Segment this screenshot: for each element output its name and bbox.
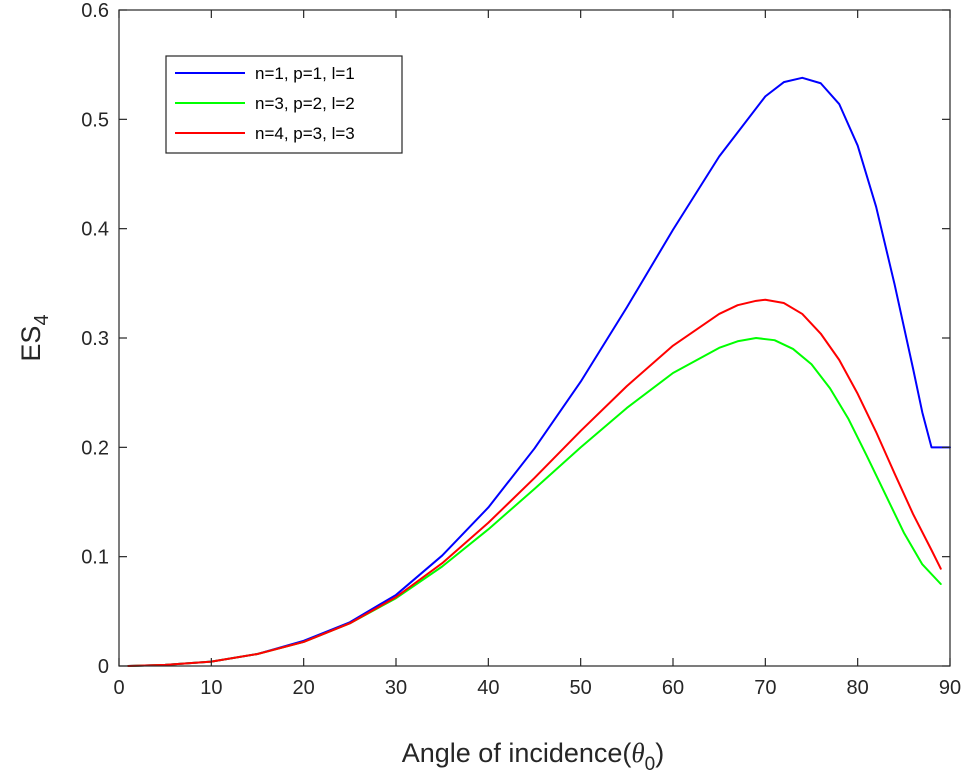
x-tick-label-7: 70 <box>754 677 776 699</box>
series-line-0 <box>127 76 951 667</box>
legend: n=1, p=1, l=1 n=3, p=2, l=2 n=4, p=3, l=… <box>165 55 403 154</box>
y-axis-title: ES4 <box>16 314 53 361</box>
y-tick-label-2: 0.2 <box>81 437 109 459</box>
series-line-2 <box>127 298 942 667</box>
legend-label-n1-p1-l1: n=1, p=1, l=1 <box>255 64 355 83</box>
x-tick-label-5: 50 <box>570 677 592 699</box>
x-axis-title-symbol: θ <box>631 738 644 768</box>
y-tick-label-3: 0.3 <box>81 328 109 350</box>
x-axis-title-suffix: ) <box>655 738 664 768</box>
y-tick-label-4: 0.4 <box>81 219 109 241</box>
x-tick-label-9: 90 <box>939 677 961 699</box>
y-tick-label-0: 0 <box>98 656 109 678</box>
legend-label-n4-p3-l3: n=4, p=3, l=3 <box>255 124 355 143</box>
legend-label-n3-p2-l2: n=3, p=2, l=2 <box>255 94 355 113</box>
x-tick-label-4: 40 <box>477 677 499 699</box>
x-tick-label-2: 20 <box>293 677 315 699</box>
series-layer <box>127 76 951 667</box>
y-tick-label-1: 0.1 <box>81 547 109 569</box>
x-tick-label-0: 0 <box>113 677 124 699</box>
ticks-layer: 0 10 20 30 40 50 60 70 80 90 0 0.1 0.2 0.3 0.4 0.5 0.6 <box>81 0 961 699</box>
x-tick-label-6: 60 <box>662 677 684 699</box>
x-tick-label-8: 80 <box>847 677 869 699</box>
x-tick-label-3: 30 <box>385 677 407 699</box>
y-axis-title-text: ES <box>16 326 46 362</box>
y-tick-label-5: 0.5 <box>81 109 109 131</box>
y-axis-title-group: ES4 <box>16 314 53 361</box>
x-axis-title-subscript: 0 <box>645 754 656 775</box>
x-axis-title: Angle of incidence(θ0) <box>402 738 665 775</box>
y-tick-label-6: 0.6 <box>81 0 109 22</box>
x-tick-label-1: 10 <box>200 677 222 699</box>
y-axis-title-subscript: 4 <box>31 314 53 325</box>
x-axis-title-text: Angle of incidence( <box>402 738 632 768</box>
